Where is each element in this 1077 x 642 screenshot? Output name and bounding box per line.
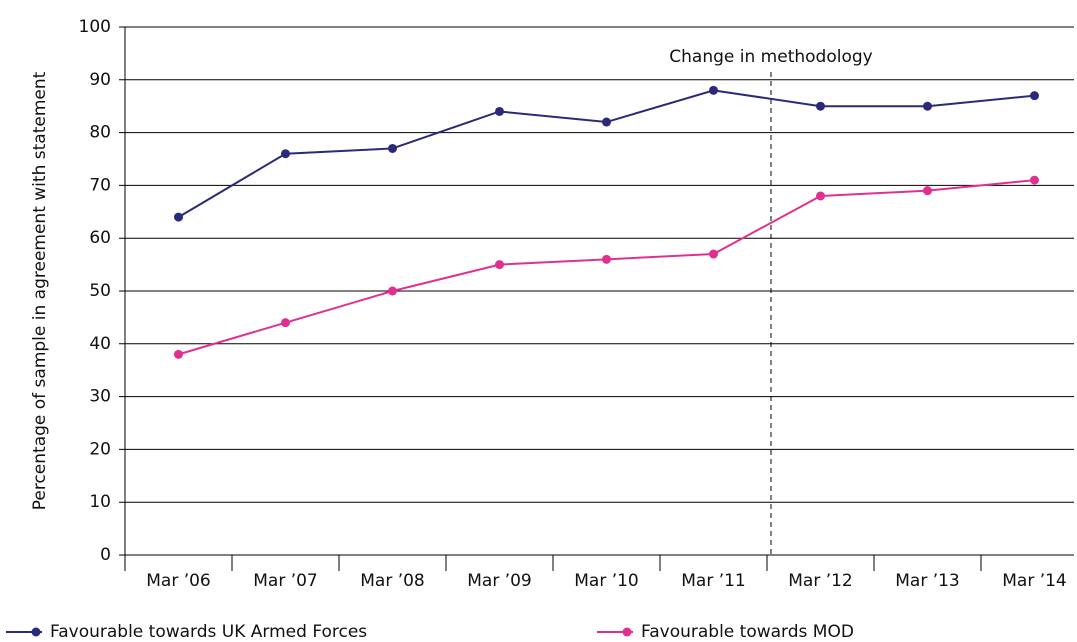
data-point [816,191,825,201]
legend-marker [31,627,41,637]
data-point [816,101,825,111]
y-tick-label: 10 [89,492,111,512]
series-line [178,179,1035,356]
x-tick-label: Mar ’13 [895,571,960,591]
x-tick-label: Mar ’11 [681,571,746,591]
y-axis-label: Percentage of sample in agreement with s… [30,71,50,510]
x-tick-label: Mar ’08 [360,571,425,591]
x-tick-label: Mar ’12 [788,571,853,591]
x-tick-label: Mar ’06 [146,571,211,591]
y-tick-label: 20 [89,439,111,459]
y-tick-label: 50 [89,281,111,301]
x-tick-label: Mar ’14 [1002,571,1067,591]
y-tick-label: 40 [89,334,111,354]
x-tick-label: Mar ’09 [467,571,532,591]
data-point [709,85,718,95]
y-tick-label: 90 [89,70,111,90]
data-point [495,260,504,270]
y-tick-label: 80 [89,123,111,143]
data-point [388,143,397,153]
data-point [388,286,397,296]
data-point [281,318,290,328]
data-point [602,117,611,127]
data-point [1030,175,1039,185]
data-point [1030,91,1039,101]
data-point [602,254,611,264]
x-tick-label: Mar ’10 [574,571,639,591]
y-tick-label: 30 [89,387,111,407]
series-line [177,89,1035,218]
data-point [495,106,504,116]
data-point [281,149,290,159]
data-point [174,212,183,222]
data-point [923,186,932,196]
data-point [174,349,183,359]
annotation: Change in methodology [669,47,872,67]
y-tick-label: 60 [89,228,111,248]
y-tick-label: 70 [89,175,111,195]
legend-label: Favourable towards UK Armed Forces [50,622,367,642]
data-point [709,249,718,259]
legend-marker [622,627,632,637]
x-tick-label: Mar ’07 [253,571,318,591]
y-tick-label: 100 [79,17,111,37]
y-tick-label: 0 [100,545,111,565]
legend-label: Favourable towards MOD [641,622,854,642]
data-point [923,101,932,111]
